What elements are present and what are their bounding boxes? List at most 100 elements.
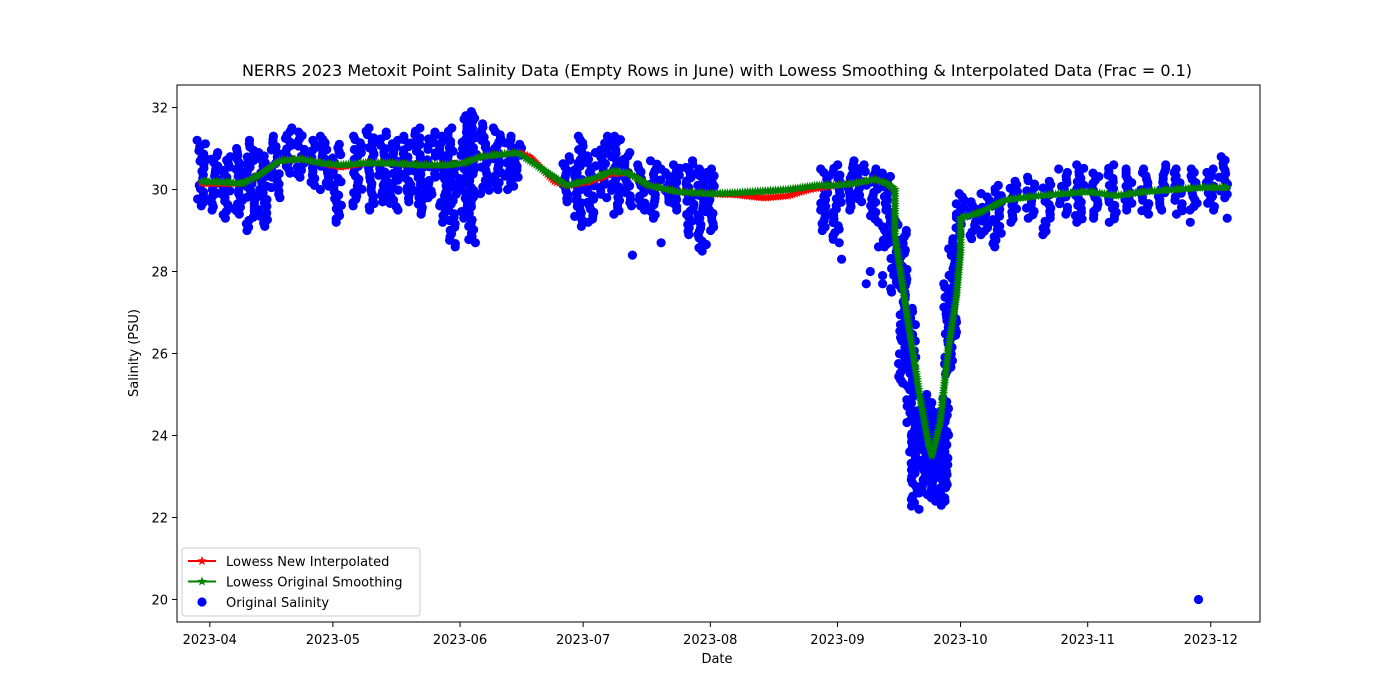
scatter-point	[393, 175, 403, 185]
scatter-point	[423, 193, 433, 203]
legend-marker	[197, 576, 207, 586]
series-marker	[604, 167, 615, 176]
scatter-point	[315, 184, 325, 195]
scatter-point	[1030, 182, 1040, 193]
scatter-point	[1157, 205, 1167, 215]
x-tick-label: 2023-11	[1061, 633, 1115, 648]
scatter-point	[513, 172, 523, 182]
series-marker	[523, 154, 533, 164]
series-marker	[533, 161, 543, 171]
scatter-point	[262, 201, 272, 211]
scatter-point	[1089, 213, 1099, 223]
scatter-point	[914, 504, 924, 514]
scatter-point	[503, 184, 513, 195]
series-marker	[249, 172, 260, 182]
scatter-point	[845, 205, 855, 215]
scatter-point	[220, 213, 230, 223]
x-tick-label: 2023-12	[1184, 633, 1238, 648]
scatter-point	[1005, 183, 1015, 193]
series-original-salinity	[192, 107, 1232, 605]
scatter-point	[1072, 217, 1082, 227]
scatter-point	[1143, 209, 1154, 219]
series-marker	[512, 147, 523, 157]
series-marker	[244, 174, 255, 184]
y-tick-label: 32	[151, 102, 168, 117]
legend-item-lowess-new-interpolated: Lowess New Interpolated	[188, 555, 389, 570]
series-marker	[551, 173, 562, 183]
series-marker	[884, 179, 894, 189]
scatter-point	[1170, 195, 1180, 205]
scatter-point	[697, 246, 707, 256]
legend-item-lowess-original-smoothing: Lowess Original Smoothing	[188, 576, 403, 591]
series-marker	[881, 178, 892, 188]
scatter-point	[285, 168, 295, 178]
series-marker	[994, 198, 1004, 208]
legend-marker	[197, 556, 207, 565]
series-marker	[996, 197, 1006, 207]
scatter-point	[484, 185, 494, 195]
series-marker	[637, 176, 648, 186]
scatter-point	[1021, 203, 1032, 213]
legend-item-original-salinity: Original Salinity	[197, 596, 329, 611]
series-marker	[976, 207, 986, 217]
series-marker	[555, 176, 566, 186]
x-tick-label: 2023-04	[183, 633, 237, 648]
scatter-point	[576, 221, 587, 231]
y-tick-label: 24	[151, 429, 168, 444]
scatter-point	[607, 185, 617, 195]
scatter-point	[860, 167, 870, 177]
series-marker	[639, 178, 650, 187]
series-marker	[545, 169, 556, 179]
scatter-point	[500, 171, 510, 181]
scatter-point	[196, 201, 206, 211]
scatter-point	[254, 191, 264, 201]
scatter-point	[682, 196, 692, 206]
series-marker	[998, 195, 1009, 205]
series-marker	[541, 166, 551, 176]
series-marker	[466, 155, 476, 165]
scatter-point	[656, 238, 666, 248]
scatter-point	[1079, 180, 1089, 190]
scatter-point	[837, 254, 847, 264]
scatter-point	[626, 201, 637, 211]
scatter-point	[906, 501, 917, 511]
chart-title: NERRS 2023 Metoxit Point Salinity Data (…	[242, 61, 1192, 80]
scatter-point	[416, 209, 426, 219]
x-tick-label: 2023-06	[433, 633, 487, 648]
scatter-point	[834, 238, 844, 248]
series-marker	[247, 173, 257, 183]
scatter-point	[336, 177, 346, 187]
scatter-point	[865, 266, 875, 277]
scatter-point	[274, 179, 284, 189]
scatter-point	[357, 184, 367, 194]
series-marker	[549, 172, 560, 182]
scatter-point	[1104, 217, 1114, 227]
series-marker	[625, 169, 636, 179]
series-marker	[980, 204, 991, 214]
scatter-point	[225, 186, 235, 196]
scatter-point	[861, 279, 871, 289]
series-marker	[602, 167, 612, 177]
scatter-point	[602, 193, 612, 203]
scatter-point	[234, 209, 244, 219]
series-marker	[518, 151, 529, 161]
series-marker	[557, 177, 568, 187]
series-marker	[468, 154, 479, 164]
series-marker	[473, 152, 483, 162]
scatter-point	[348, 201, 358, 211]
y-tick-label: 30	[151, 184, 168, 199]
scatter-point	[857, 197, 867, 207]
series-lowess-original-smoothing	[196, 147, 1232, 460]
scatter-point	[1193, 594, 1204, 605]
scatter-point	[393, 205, 403, 215]
series-marker	[983, 203, 993, 213]
scatter-point	[878, 279, 888, 289]
scatter-point	[450, 242, 460, 252]
series-marker	[978, 206, 988, 215]
scatter-point	[636, 201, 646, 211]
scatter-point	[672, 205, 682, 215]
series-marker	[547, 170, 558, 180]
series-marker	[631, 173, 642, 183]
scatter-point	[878, 271, 888, 281]
